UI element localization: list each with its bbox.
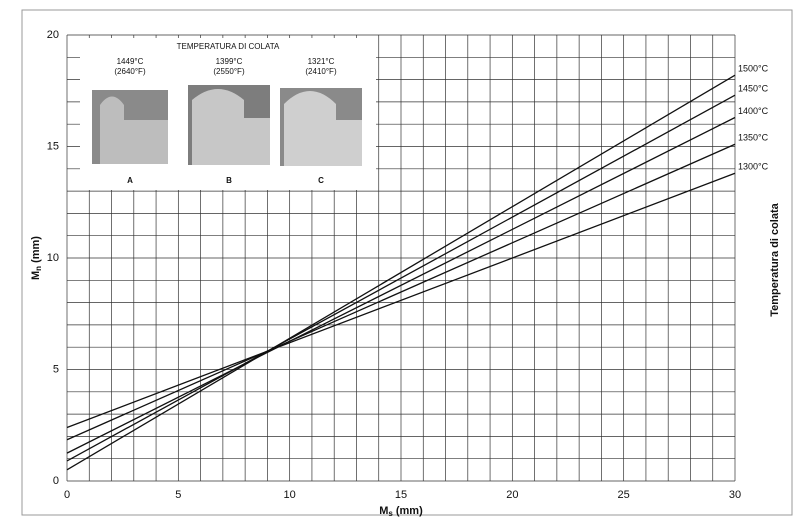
sample-fahrenheit: (2550°F) <box>213 67 245 76</box>
sample-fahrenheit: (2410°F) <box>305 67 337 76</box>
sample-celsius: 1449°C <box>117 57 144 66</box>
series-label: 1300°C <box>738 162 769 172</box>
axis-label: Ms(mm) <box>379 505 423 518</box>
series-label: 1350°C <box>738 133 769 143</box>
x-tick-label: 15 <box>395 489 407 501</box>
x-tick-label: 0 <box>64 489 70 501</box>
sample-fahrenheit: (2640°F) <box>114 67 146 76</box>
inset-title: TEMPERATURA DI COLATA <box>177 42 280 51</box>
inset: TEMPERATURA DI COLATA 1449°C(2640°F) A 139… <box>80 38 376 190</box>
axis-label-part: n <box>34 266 43 271</box>
sample-celsius: 1321°C <box>308 57 335 66</box>
axis-label-part: M <box>379 505 388 517</box>
x-tick-label: 25 <box>618 489 630 501</box>
sample-celsius: 1399°C <box>216 57 243 66</box>
y-tick-label: 15 <box>47 140 59 152</box>
axis-label-part: (mm) <box>396 505 423 517</box>
y-tick-label: 0 <box>53 475 59 487</box>
x-tick-label: 5 <box>175 489 181 501</box>
sample-label: A <box>127 176 133 185</box>
axis-label-part: s <box>388 509 393 518</box>
sample-label: C <box>318 176 324 185</box>
chart: 05101520253005101520Ms(mm)Mn(mm)Temperat… <box>0 0 801 525</box>
y-tick-label: 20 <box>47 29 59 41</box>
legend-title: Temperatura di colata <box>769 202 781 316</box>
y-tick-label: 10 <box>47 252 59 264</box>
sample-label: B <box>226 176 232 185</box>
series-label: 1400°C <box>738 106 769 116</box>
y-tick-label: 5 <box>53 363 59 375</box>
x-tick-label: 30 <box>729 489 741 501</box>
x-tick-label: 10 <box>284 489 296 501</box>
axis-label-part: (mm) <box>30 236 42 263</box>
series-label: 1450°C <box>738 84 769 94</box>
axis-label-part: M <box>30 271 42 280</box>
axis-label: Mn (mm) <box>30 236 43 280</box>
x-tick-label: 20 <box>506 489 518 501</box>
series-label: 1500°C <box>738 64 769 74</box>
